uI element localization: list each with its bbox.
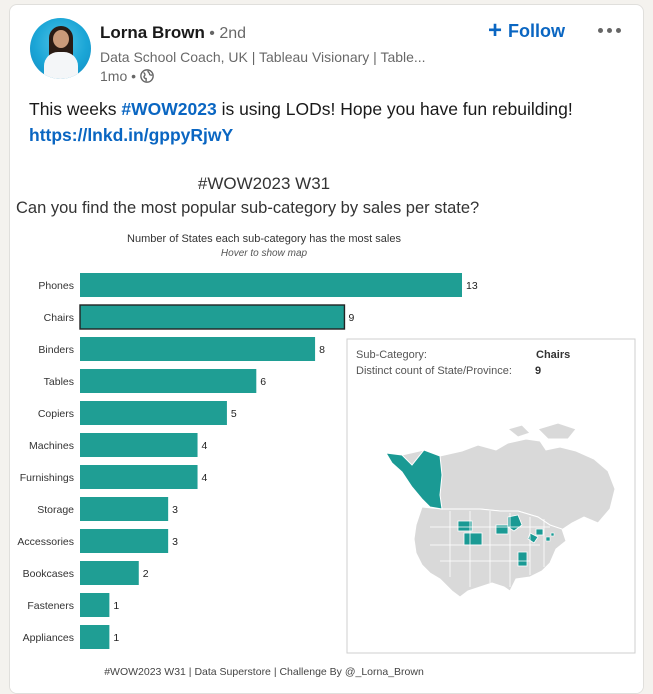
chart-title: Number of States each sub-category has t… [127, 233, 401, 245]
category-label: Furnishings [20, 472, 74, 484]
post-meta: 1mo • [100, 68, 154, 84]
viz-svg: #WOW2023 W31 Can you find the most popul… [16, 174, 636, 678]
tooltip-label-subcategory: Sub-Category: [356, 349, 427, 361]
bar[interactable] [79, 304, 346, 330]
bar-value-label: 13 [466, 280, 478, 292]
category-label: Accessories [17, 536, 74, 548]
bar[interactable] [80, 433, 198, 457]
map-highlight-bc [385, 449, 443, 510]
category-label: Machines [29, 440, 74, 452]
map-highlight-state [457, 520, 473, 532]
connection-degree: • 2nd [204, 25, 247, 42]
category-label: Phones [38, 280, 74, 292]
post-text-after: is using LODs! Hope you have fun rebuild… [216, 99, 573, 119]
tooltip-value-count: 9 [535, 365, 541, 377]
bar-value-label: 1 [113, 600, 119, 612]
viz-image[interactable]: #WOW2023 W31 Can you find the most popul… [10, 167, 643, 693]
post-time: 1mo • [100, 68, 137, 84]
map-tooltip: Sub-Category: Chairs Distinct count of S… [346, 338, 636, 654]
author-name[interactable]: Lorna Brown [100, 23, 205, 42]
bar[interactable] [80, 401, 227, 425]
bar-value-label: 3 [172, 504, 178, 516]
map-highlight-state [545, 536, 551, 542]
bar[interactable] [80, 273, 462, 297]
bar[interactable] [80, 497, 169, 521]
author-name-row[interactable]: Lorna Brown • 2nd [100, 23, 246, 43]
north-america-map [385, 422, 616, 598]
viz-footer: #WOW2023 W31 | Data Superstore | Challen… [104, 666, 424, 678]
map-highlight-state [495, 524, 509, 535]
map-highlight-state [535, 528, 544, 536]
bar-value-label: 9 [348, 312, 354, 324]
bar-value-label: 6 [260, 376, 266, 388]
bar-value-label: 2 [143, 568, 149, 580]
category-label: Copiers [38, 408, 74, 420]
post-text-before: This weeks [29, 99, 122, 119]
map-state-borders [430, 511, 550, 587]
bar[interactable] [80, 593, 110, 617]
follow-button[interactable]: + Follow [488, 19, 565, 43]
map-highlight-state [463, 532, 483, 546]
category-label: Appliances [23, 632, 74, 644]
author-headline: Data School Coach, UK | Tableau Visionar… [100, 49, 426, 65]
globe-icon [140, 69, 154, 83]
follow-label: Follow [508, 20, 566, 41]
category-label: Bookcases [23, 568, 74, 580]
bar-value-label: 4 [202, 440, 208, 452]
map-arctic-islands [506, 422, 577, 440]
viz-question: Can you find the most popular sub-catego… [16, 199, 479, 217]
category-label: Tables [44, 376, 74, 388]
post-text: This weeks #WOW2023 is using LODs! Hope … [29, 96, 629, 148]
feed-post-card: Lorna Brown • 2nd Data School Coach, UK … [9, 4, 644, 694]
map-highlight-state [527, 532, 539, 544]
bar[interactable] [80, 561, 139, 585]
bar[interactable] [80, 529, 169, 553]
tooltip-value-subcategory: Chairs [536, 349, 570, 361]
category-label: Binders [38, 344, 74, 356]
category-label: Fasteners [27, 600, 74, 612]
category-label: Storage [37, 504, 74, 516]
plus-icon: + [488, 17, 503, 44]
hashtag-link[interactable]: #WOW2023 [121, 99, 217, 119]
tooltip-label-count: Distinct count of State/Province: [356, 365, 512, 377]
category-label: Chairs [44, 312, 74, 324]
bar[interactable] [80, 465, 198, 489]
author-avatar[interactable] [30, 18, 91, 79]
chart-subtitle: Hover to show map [221, 248, 308, 259]
map-highlight-state [517, 551, 528, 567]
bar[interactable] [80, 337, 316, 361]
bar[interactable] [80, 625, 110, 649]
post-link[interactable]: https://lnkd.in/gppyRjwY [29, 125, 234, 145]
bar-value-label: 1 [113, 632, 119, 644]
bar-value-label: 3 [172, 536, 178, 548]
more-horizontal-icon[interactable] [593, 18, 625, 42]
map-highlight-state [550, 532, 555, 537]
viz-title: #WOW2023 W31 [198, 174, 330, 193]
bar-value-label: 5 [231, 408, 237, 420]
bar[interactable] [80, 369, 257, 393]
bar-value-label: 4 [202, 472, 208, 484]
bar-value-label: 8 [319, 344, 325, 356]
